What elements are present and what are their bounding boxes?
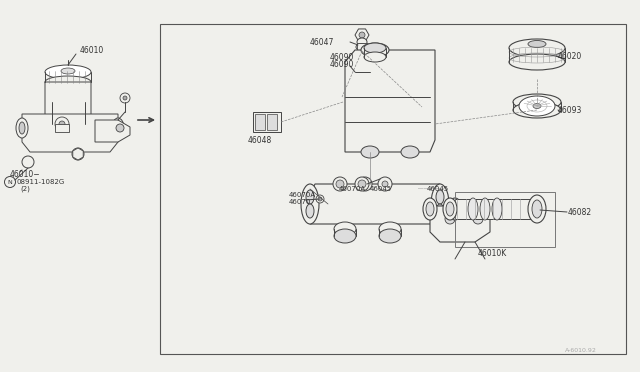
Ellipse shape <box>364 43 386 53</box>
Circle shape <box>116 124 124 132</box>
Circle shape <box>382 181 388 187</box>
Polygon shape <box>355 29 369 41</box>
Ellipse shape <box>318 197 322 201</box>
Text: 08911-1082G: 08911-1082G <box>16 179 64 185</box>
Ellipse shape <box>336 180 344 188</box>
Polygon shape <box>310 184 440 224</box>
Text: 46045: 46045 <box>427 186 449 192</box>
Circle shape <box>55 117 69 131</box>
Text: 46093: 46093 <box>558 106 582 115</box>
Text: 46045: 46045 <box>370 186 392 192</box>
Circle shape <box>378 177 392 191</box>
Ellipse shape <box>436 204 444 218</box>
Ellipse shape <box>358 180 366 188</box>
Ellipse shape <box>533 103 541 109</box>
Ellipse shape <box>356 44 368 51</box>
Ellipse shape <box>436 190 444 204</box>
Circle shape <box>358 177 372 191</box>
Circle shape <box>123 96 127 100</box>
Ellipse shape <box>115 122 121 134</box>
Circle shape <box>76 152 80 156</box>
Ellipse shape <box>45 76 91 88</box>
Ellipse shape <box>112 118 124 138</box>
Ellipse shape <box>468 198 478 220</box>
Ellipse shape <box>443 198 457 220</box>
Ellipse shape <box>509 54 565 70</box>
Text: 46090: 46090 <box>330 52 355 61</box>
Polygon shape <box>22 114 118 152</box>
Polygon shape <box>73 148 83 160</box>
Circle shape <box>22 156 34 168</box>
Ellipse shape <box>423 198 437 220</box>
Circle shape <box>445 214 455 224</box>
Polygon shape <box>345 50 435 152</box>
Ellipse shape <box>45 65 91 79</box>
Circle shape <box>120 93 130 103</box>
Circle shape <box>59 121 65 127</box>
Ellipse shape <box>528 41 546 48</box>
Text: (2): (2) <box>20 186 30 192</box>
Text: 46082: 46082 <box>568 208 592 217</box>
Ellipse shape <box>361 146 379 158</box>
Ellipse shape <box>357 38 367 46</box>
Bar <box>267 114 277 130</box>
Bar <box>255 114 265 130</box>
Ellipse shape <box>519 96 555 116</box>
Text: 46010K: 46010K <box>478 250 508 259</box>
Ellipse shape <box>426 202 434 216</box>
Ellipse shape <box>19 122 25 134</box>
Polygon shape <box>95 120 130 142</box>
Bar <box>253 112 281 132</box>
Circle shape <box>72 148 84 160</box>
Bar <box>160 24 626 354</box>
Bar <box>455 192 555 247</box>
Ellipse shape <box>401 146 419 158</box>
Polygon shape <box>430 206 490 242</box>
Ellipse shape <box>306 204 314 218</box>
Text: 46070A: 46070A <box>339 186 366 192</box>
Ellipse shape <box>301 184 319 224</box>
Ellipse shape <box>364 52 386 62</box>
Ellipse shape <box>513 102 561 118</box>
Circle shape <box>473 214 483 224</box>
Text: 46048: 46048 <box>248 135 272 144</box>
Ellipse shape <box>379 229 401 243</box>
Ellipse shape <box>509 39 565 57</box>
Ellipse shape <box>61 68 75 74</box>
Text: 46010−: 46010− <box>10 170 40 179</box>
Ellipse shape <box>448 198 462 220</box>
Circle shape <box>4 176 15 187</box>
Text: 46047: 46047 <box>310 38 334 46</box>
Text: 46070A: 46070A <box>289 192 316 198</box>
Text: N: N <box>8 180 12 185</box>
Bar <box>55 124 69 132</box>
Ellipse shape <box>16 118 28 138</box>
Ellipse shape <box>480 198 490 220</box>
Text: 46070: 46070 <box>289 199 312 205</box>
Circle shape <box>362 181 368 187</box>
Ellipse shape <box>306 190 314 204</box>
Text: 46020: 46020 <box>558 51 582 61</box>
Circle shape <box>359 32 365 38</box>
Ellipse shape <box>334 229 356 243</box>
Ellipse shape <box>355 177 369 191</box>
Ellipse shape <box>379 222 401 236</box>
Text: 46090: 46090 <box>330 60 355 68</box>
Bar <box>357 43 367 51</box>
Ellipse shape <box>333 177 347 191</box>
Ellipse shape <box>334 222 356 236</box>
Ellipse shape <box>532 200 542 218</box>
Polygon shape <box>45 82 91 124</box>
Bar <box>455 199 535 219</box>
Ellipse shape <box>431 184 449 224</box>
Text: ―――――: ――――― <box>418 186 445 192</box>
Ellipse shape <box>316 195 324 203</box>
Ellipse shape <box>528 195 546 223</box>
Ellipse shape <box>361 43 389 57</box>
Text: A-6010.92: A-6010.92 <box>565 347 597 353</box>
Ellipse shape <box>513 94 561 110</box>
Ellipse shape <box>446 202 454 216</box>
Ellipse shape <box>492 198 502 220</box>
Text: 46010: 46010 <box>80 45 104 55</box>
